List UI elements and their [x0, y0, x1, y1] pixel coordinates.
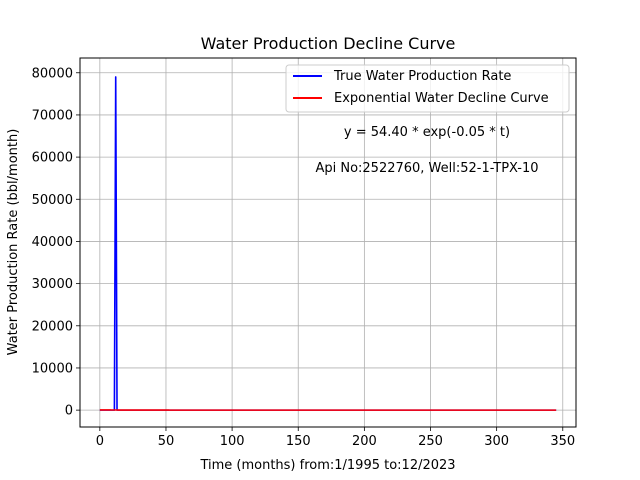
y-tick-label: 60000 [32, 151, 73, 166]
x-tick-label: 100 [220, 434, 245, 449]
x-tick-label: 150 [286, 434, 311, 449]
y-tick-label: 0 [65, 404, 73, 419]
chart-title: Water Production Decline Curve [201, 34, 456, 53]
legend-label-exponential-curve: Exponential Water Decline Curve [334, 91, 549, 106]
x-tick-label: 250 [418, 434, 443, 449]
x-axis-label: Time (months) from:1/1995 to:12/2023 [199, 458, 455, 473]
y-axis-label: Water Production Rate (bbl/month) [6, 129, 21, 356]
legend: True Water Production Rate Exponential W… [285, 64, 570, 113]
y-tick-label: 30000 [32, 277, 73, 292]
y-tick-label: 10000 [32, 361, 73, 376]
y-tick-label: 40000 [32, 235, 73, 250]
equation-annotation: y = 54.40 * exp(-0.05 * t) [344, 125, 510, 140]
y-tick-label: 50000 [32, 193, 73, 208]
plot-frame [79, 57, 577, 428]
axis-ticks: 0 50 100 150 200 250 300 350 0 10000 20000 30000 400… [32, 66, 576, 449]
y-tick-label: 20000 [32, 319, 73, 334]
x-tick-label: 0 [96, 434, 104, 449]
series-lines [99, 76, 557, 411]
x-tick-label: 50 [158, 434, 175, 449]
well-annotation: Api No:2522760, Well:52-1-TPX-10 [315, 161, 538, 176]
x-tick-label: 300 [484, 434, 509, 449]
legend-box [285, 64, 570, 113]
y-tick-label: 80000 [32, 66, 73, 81]
x-tick-label: 350 [550, 434, 575, 449]
y-tick-label: 70000 [32, 108, 73, 123]
x-tick-label: 200 [352, 434, 377, 449]
legend-label-true-rate: True Water Production Rate [333, 69, 511, 84]
